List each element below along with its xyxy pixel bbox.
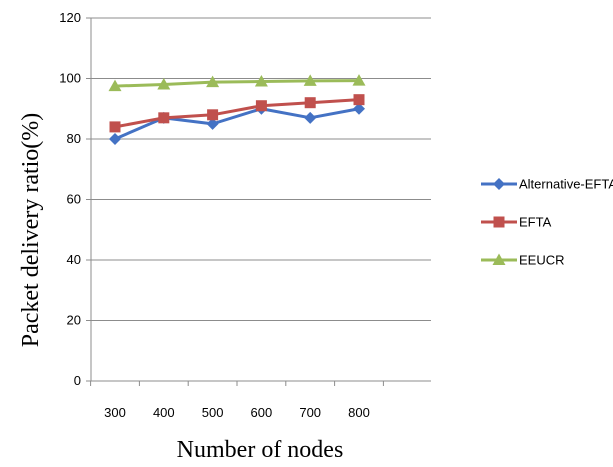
x-tick-label: 700: [299, 405, 321, 420]
series-line: [114, 98, 360, 129]
x-axis-ticks: 300 400 500 600 700 800: [90, 381, 384, 420]
y-tick-label: 20: [67, 313, 81, 328]
data-point: [206, 117, 219, 130]
data-point: [304, 111, 317, 124]
y-tick-label: 40: [67, 252, 81, 267]
legend: Alternative-EFTA EFTA EEUCR: [481, 177, 613, 268]
x-axis-title: Number of nodes: [177, 437, 344, 463]
x-tick-label: 800: [348, 405, 370, 420]
y-tick-label: 60: [67, 192, 81, 207]
y-tick-label: 100: [59, 71, 81, 86]
legend-marker: [493, 216, 505, 228]
y-tick-label: 120: [59, 10, 81, 25]
legend-label: EFTA: [519, 215, 552, 230]
legend-item: EEUCR: [481, 253, 565, 268]
legend-marker: [493, 178, 505, 190]
series-layer: [108, 74, 366, 145]
y-tick-label: 80: [67, 131, 81, 146]
legend-label: Alternative-EFTA: [519, 177, 613, 192]
series-line: [114, 79, 360, 88]
y-tick-label: 0: [74, 373, 81, 388]
y-axis-title: Packet delivery ratio(%): [18, 113, 44, 348]
data-point: [303, 74, 317, 86]
x-tick-label: 400: [153, 405, 175, 420]
data-point: [207, 109, 219, 121]
legend-item: EFTA: [481, 215, 552, 230]
data-point: [352, 74, 366, 86]
data-point: [158, 112, 170, 124]
x-tick-label: 300: [104, 405, 126, 420]
legend-item: Alternative-EFTA: [481, 177, 613, 192]
data-point: [109, 121, 121, 133]
series-efta: [109, 94, 365, 133]
data-point: [108, 79, 122, 92]
series-line: [114, 107, 360, 141]
x-tick-label: 600: [251, 405, 273, 420]
gridlines: [91, 17, 431, 321]
data-point: [206, 75, 220, 88]
legend-label: EEUCR: [519, 253, 565, 268]
data-point: [109, 133, 121, 145]
y-axis-ticks: 0 20 40 60 80 100 120: [59, 10, 91, 388]
data-point: [254, 75, 268, 87]
data-point: [157, 78, 171, 90]
data-point: [353, 102, 365, 115]
data-point: [304, 97, 316, 109]
series-eeucr: [108, 74, 366, 92]
data-point: [255, 100, 267, 112]
legend-marker: [492, 253, 506, 265]
x-tick-label: 500: [202, 405, 224, 420]
data-point: [353, 94, 365, 106]
